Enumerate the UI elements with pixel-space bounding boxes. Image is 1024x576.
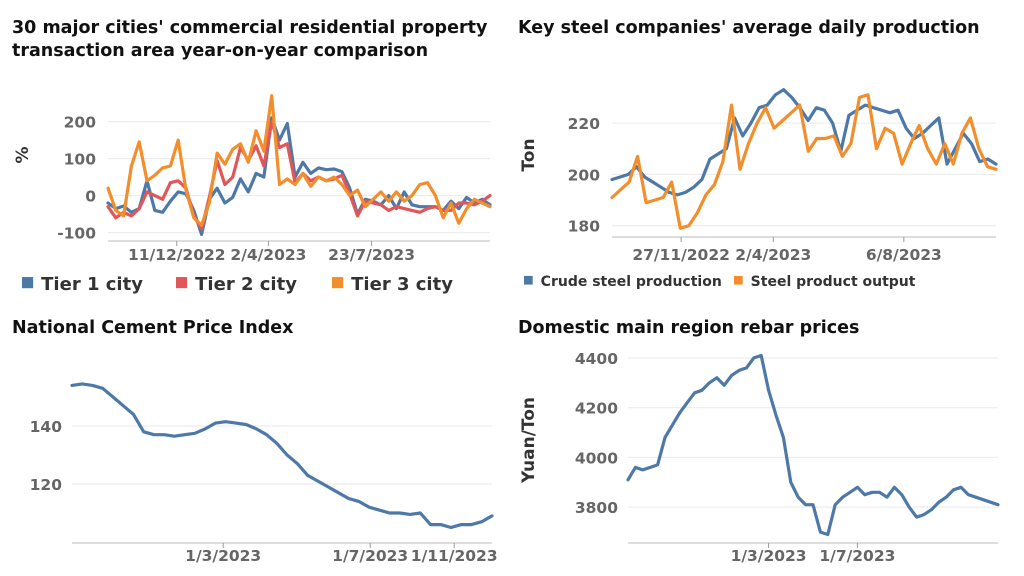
legend-swatch [332, 277, 344, 289]
x-tick-label: 1/11/2023 [411, 547, 498, 565]
legend-swatch [734, 275, 743, 285]
y-axis: 3800 4000 4200 4400 [575, 350, 998, 517]
x-axis: 1/3/2023 1/7/2023 [731, 543, 895, 565]
x-tick-label: 2/4/2023 [230, 246, 306, 264]
x-tick-label: 1/3/2023 [185, 547, 261, 565]
series-line-2 [610, 93, 998, 230]
chart-svg: -100 0 100 200 11/12/2022 2/4/2023 23/7/2023% T… [13, 94, 492, 295]
y-tick-label: 4000 [575, 449, 618, 467]
chart-panel-tier-cities: 30 major cities' commercial residential … [0, 0, 512, 310]
chart-panel-cement-index: National Cement Price Index 120 140 1/3/20… [0, 310, 512, 576]
x-axis: 1/3/2023 1/7/2023 1/11/2023 [185, 543, 498, 565]
y-tick-label: 200 [64, 114, 97, 132]
x-tick-label: 6/8/2023 [866, 246, 942, 264]
legend-label: Tier 1 city [41, 274, 143, 295]
x-axis: 11/12/2022 2/4/2023 23/7/2023 [128, 241, 415, 264]
legend-swatch [22, 277, 34, 289]
series-line-3 [106, 94, 492, 227]
chart-title-line-1: 30 major cities' commercial residential … [12, 18, 488, 38]
y-tick-label: 140 [30, 418, 63, 436]
x-tick-label: 11/12/2022 [128, 246, 226, 264]
x-tick-label: 1/7/2023 [332, 547, 408, 565]
series-line-1 [106, 116, 492, 236]
y-tick-label: 3800 [575, 499, 618, 517]
legend-label: Tier 3 city [351, 274, 453, 295]
legend: Tier 1 city Tier 2 city Tier 3 city [22, 274, 453, 295]
legend-label: Steel product output [751, 274, 916, 290]
y-tick-label: 0 [85, 188, 96, 206]
x-tick-label: 27/11/2022 [632, 246, 730, 264]
legend: Crude steel production Steel product outp… [524, 274, 916, 290]
y-tick-label: -100 [57, 225, 96, 243]
y-tick-label: 4400 [575, 350, 618, 368]
chart-panel-steel-production: Key steel companies' average daily produ… [512, 0, 1024, 310]
x-tick-label: 2/4/2023 [735, 246, 811, 264]
series-line-2 [106, 119, 492, 231]
y-tick-label: 180 [568, 218, 601, 236]
y-axis-label: Yuan/Ton [519, 397, 539, 484]
chart-title: Key steel companies' average daily produ… [518, 18, 980, 38]
x-tick-label: 23/7/2023 [328, 246, 415, 264]
chart-svg: 120 140 1/3/2023 1/7/2023 1/11/2023 [30, 382, 498, 565]
legend-label: Tier 2 city [195, 274, 297, 295]
series-line-1 [610, 88, 998, 197]
y-axis: -100 0 100 200 [57, 114, 490, 243]
legend-swatch [176, 277, 188, 289]
series-line-1 [70, 382, 494, 530]
y-axis-label: % [13, 146, 33, 163]
chart-svg: 3800 4000 4200 4400 1/3/2023 1/7/2023 Yuan/Ton [519, 350, 1000, 565]
y-axis: 120 140 [30, 418, 492, 494]
chart-title-line-2: transaction area year-on-year comparison [12, 41, 429, 61]
y-tick-label: 220 [568, 115, 601, 133]
y-tick-label: 4200 [575, 400, 618, 418]
chart-panel-rebar-prices: Domestic main region rebar prices 3800 40… [512, 310, 1024, 576]
x-axis: 27/11/2022 2/4/2023 6/8/2023 [632, 237, 942, 264]
chart-title: Domestic main region rebar prices [518, 318, 860, 338]
y-tick-label: 120 [30, 476, 63, 494]
legend-label: Crude steel production [541, 274, 722, 290]
series-line-1 [626, 353, 1000, 537]
y-axis-label: Ton [519, 138, 539, 171]
legend-swatch [524, 275, 533, 285]
chart-title: National Cement Price Index [12, 318, 294, 338]
chart-title: 30 major cities' commercial residential … [12, 17, 487, 63]
x-tick-label: 1/3/2023 [731, 547, 807, 565]
x-tick-label: 1/7/2023 [819, 547, 895, 565]
y-tick-label: 200 [568, 166, 601, 184]
y-tick-label: 100 [64, 151, 97, 169]
chart-svg: 180 200 220 27/11/2022 2/4/2023 6/8/2023 Ton Cr… [519, 88, 998, 290]
